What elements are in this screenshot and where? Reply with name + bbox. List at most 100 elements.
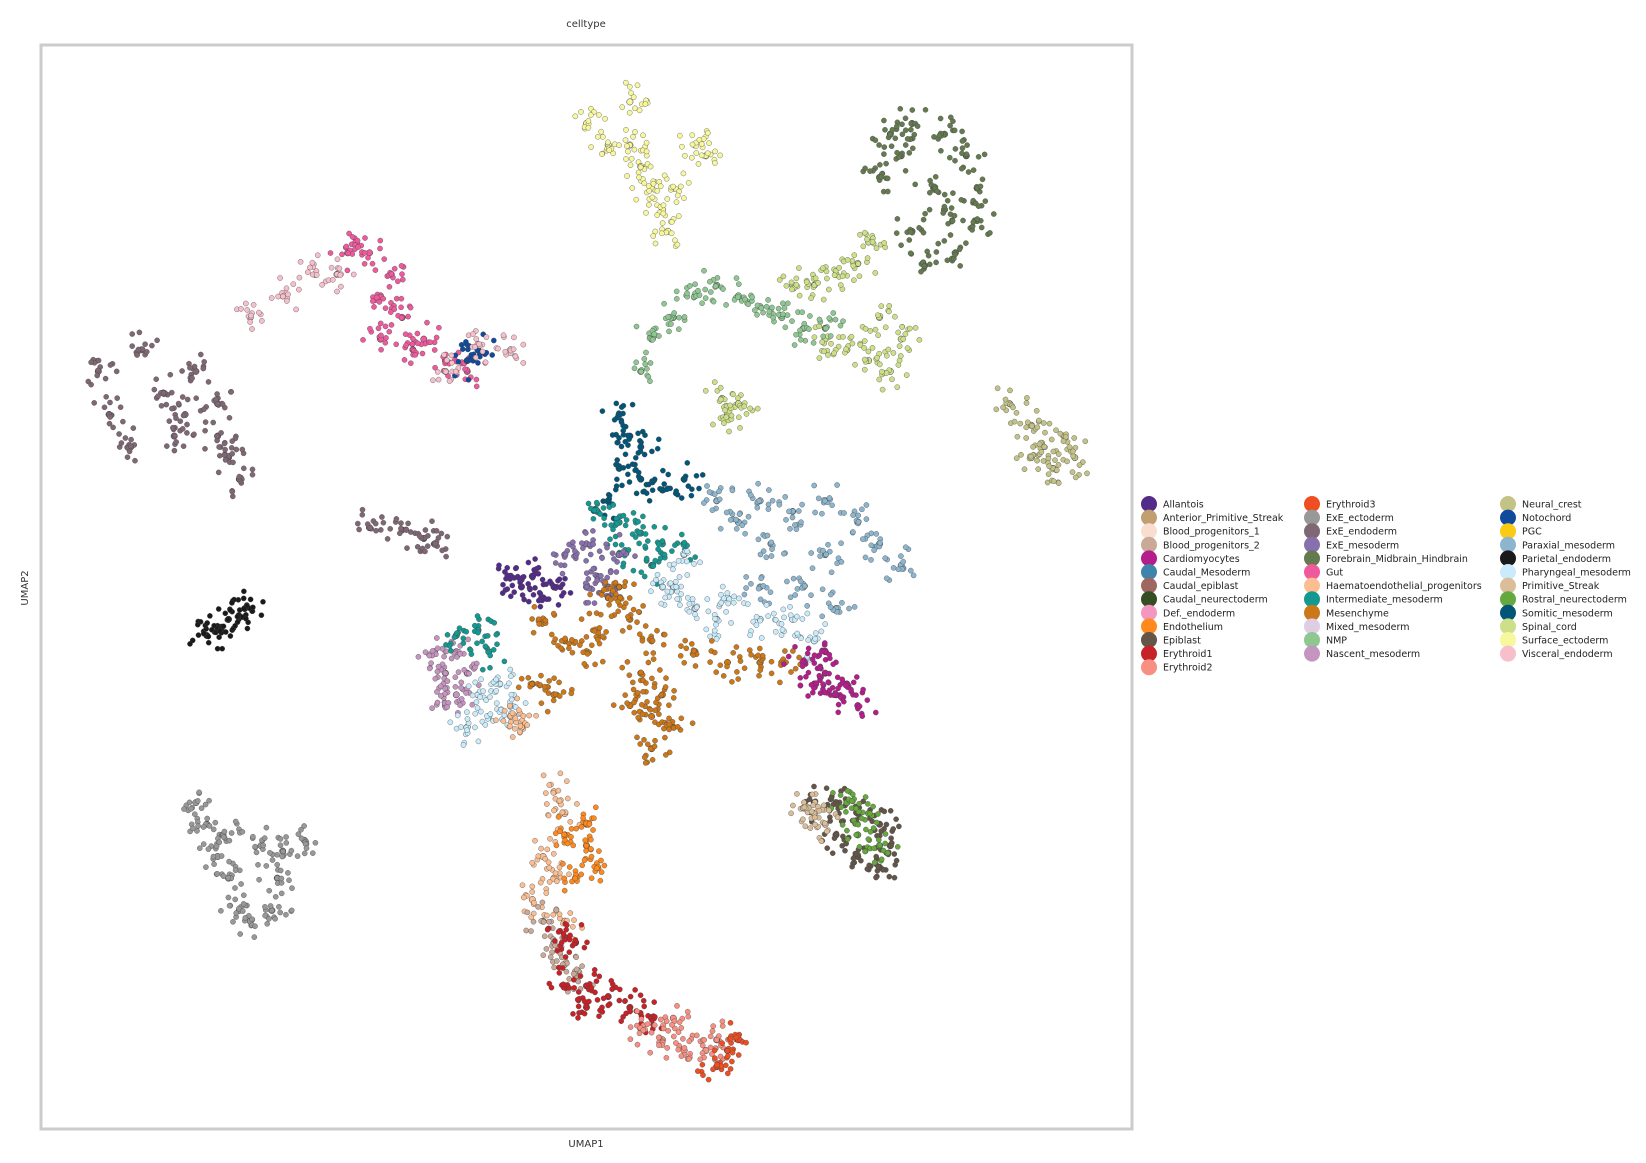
scatter-point — [633, 323, 640, 330]
scatter-point — [844, 827, 850, 834]
scatter-point — [426, 652, 433, 659]
scatter-point — [903, 372, 910, 378]
scatter-point — [950, 190, 956, 196]
scatter-point — [680, 170, 687, 177]
scatter-point — [491, 620, 498, 626]
scatter-point — [539, 899, 546, 906]
scatter-point — [756, 498, 762, 504]
scatter-point — [556, 584, 563, 590]
scatter-point — [472, 724, 478, 731]
scatter-point — [1055, 451, 1062, 457]
scatter-point — [113, 368, 120, 375]
scatter-point — [840, 318, 846, 324]
scatter-point — [570, 842, 576, 849]
scatter-point — [1030, 444, 1036, 450]
scatter-point — [544, 801, 550, 807]
scatter-point — [838, 804, 844, 810]
scatter-point — [573, 825, 579, 832]
legend-label: ExE_mesoderm — [1326, 540, 1399, 551]
scatter-point — [894, 123, 900, 130]
scatter-point — [583, 558, 589, 564]
scatter-point — [776, 501, 783, 508]
scatter-point — [819, 339, 825, 345]
scatter-point — [616, 435, 622, 441]
scatter-point — [1035, 466, 1041, 472]
legend-marker — [1500, 550, 1516, 567]
scatter-point — [221, 828, 228, 835]
scatter-point — [641, 737, 647, 743]
scatter-point — [618, 443, 625, 450]
scatter-point — [689, 596, 696, 602]
scatter-point — [566, 645, 572, 652]
scatter-point — [328, 264, 335, 271]
scatter-point — [877, 162, 883, 168]
scatter-point — [673, 488, 679, 494]
scatter-point — [640, 677, 646, 684]
scatter-point — [555, 814, 562, 820]
scatter-point — [632, 987, 638, 993]
scatter-point — [882, 127, 888, 133]
scatter-point — [566, 864, 573, 870]
scatter-point — [885, 188, 891, 195]
legend-label: Caudal_epiblast — [1163, 581, 1239, 592]
scatter-point — [839, 676, 845, 683]
scatter-point — [725, 1053, 731, 1059]
scatter-point — [810, 802, 816, 809]
scatter-point — [768, 658, 775, 665]
scatter-point — [556, 797, 563, 804]
scatter-point — [583, 530, 589, 536]
scatter-point — [1066, 444, 1073, 450]
scatter-point — [215, 606, 222, 612]
scatter-point — [783, 283, 790, 289]
scatter-point — [226, 902, 233, 909]
legend-label: Anterior_Primitive_Streak — [1163, 513, 1284, 524]
scatter-point — [729, 487, 736, 494]
scatter-point — [747, 647, 753, 653]
scatter-point — [848, 333, 855, 340]
scatter-point — [378, 346, 384, 353]
scatter-point — [446, 643, 453, 649]
scatter-point — [817, 553, 823, 559]
scatter-point — [692, 611, 698, 618]
scatter-point — [669, 1022, 675, 1028]
scatter-point — [641, 356, 648, 362]
scatter-point — [888, 835, 894, 841]
scatter-point — [214, 391, 220, 397]
scatter-point — [733, 526, 740, 532]
scatter-point — [876, 837, 882, 843]
scatter-point — [181, 806, 187, 812]
scatter-point — [654, 445, 661, 452]
scatter-point — [474, 640, 480, 646]
scatter-point — [965, 169, 972, 175]
scatter-point — [758, 305, 765, 311]
scatter-point — [570, 971, 577, 977]
scatter-point — [888, 143, 895, 149]
scatter-point — [630, 567, 637, 574]
scatter-point — [711, 1047, 718, 1054]
scatter-point — [369, 260, 376, 267]
scatter-point — [665, 314, 672, 320]
scatter-point — [588, 112, 594, 118]
scatter-point — [640, 132, 646, 139]
scatter-point — [579, 963, 585, 969]
scatter-point — [442, 685, 448, 692]
scatter-point — [695, 161, 702, 167]
scatter-point — [862, 554, 869, 561]
scatter-point — [635, 169, 642, 176]
scatter-point — [748, 652, 754, 658]
scatter-point — [225, 894, 232, 901]
scatter-point — [592, 661, 598, 668]
scatter-point — [493, 700, 500, 706]
scatter-point — [634, 690, 641, 696]
scatter-point — [336, 265, 343, 272]
scatter-point — [356, 526, 362, 533]
legend-label: Endothelium — [1163, 622, 1223, 633]
scatter-point — [627, 1008, 633, 1015]
scatter-point — [297, 259, 304, 265]
scatter-point — [508, 593, 514, 600]
scatter-point — [1013, 410, 1020, 416]
scatter-point — [620, 422, 626, 429]
scatter-point — [132, 457, 138, 464]
scatter-point — [959, 150, 965, 157]
scatter-point — [886, 303, 892, 309]
